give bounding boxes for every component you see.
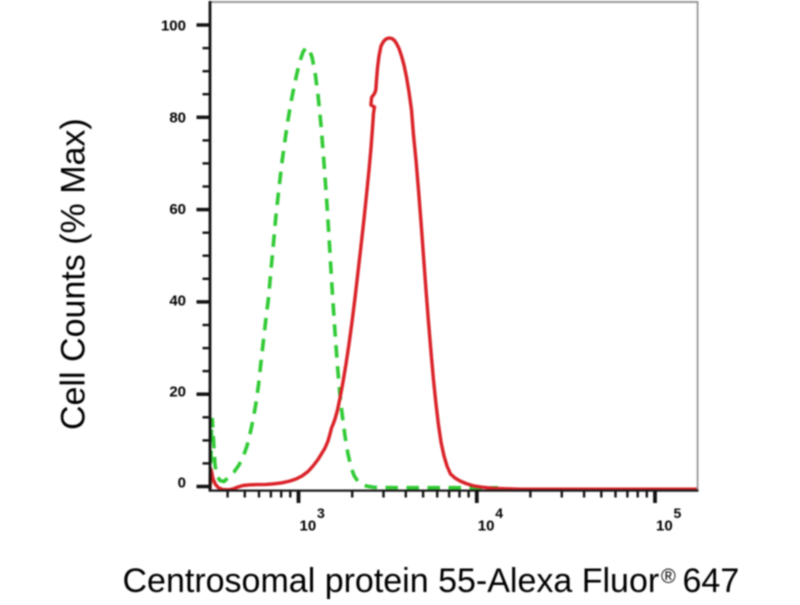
svg-text:Centrosomal protein 55-Alexa F: Centrosomal protein 55-Alexa Fluor [123, 562, 660, 600]
svg-text:Cell Counts (% Max): Cell Counts (% Max) [55, 118, 93, 430]
svg-text:0: 0 [178, 474, 186, 491]
svg-text:3: 3 [317, 505, 325, 521]
svg-text:®: ® [661, 566, 676, 588]
svg-text:10: 10 [300, 518, 317, 535]
svg-text:20: 20 [169, 384, 186, 401]
svg-text:647: 647 [683, 562, 740, 600]
svg-text:100: 100 [161, 17, 186, 34]
svg-text:80: 80 [169, 109, 186, 126]
svg-text:60: 60 [169, 201, 186, 218]
svg-text:10: 10 [478, 518, 495, 535]
svg-text:10: 10 [656, 518, 673, 535]
svg-text:4: 4 [495, 505, 503, 521]
svg-text:5: 5 [674, 505, 682, 521]
svg-text:40: 40 [169, 293, 186, 310]
